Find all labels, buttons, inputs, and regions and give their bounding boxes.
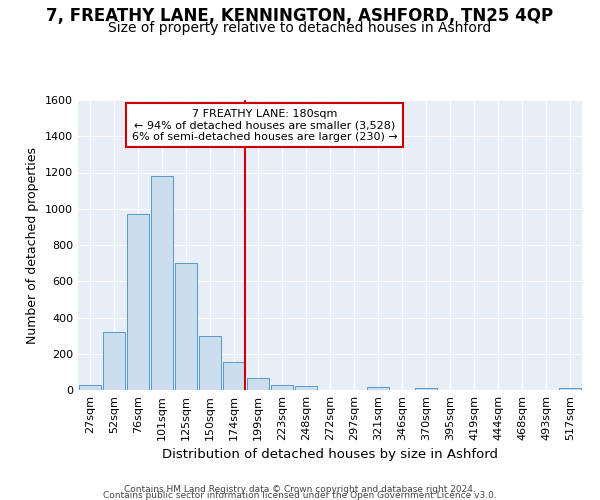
Text: Contains HM Land Registry data © Crown copyright and database right 2024.: Contains HM Land Registry data © Crown c…: [124, 485, 476, 494]
Bar: [367, 388, 389, 390]
Bar: [271, 384, 293, 390]
Bar: [127, 214, 149, 390]
Bar: [223, 362, 245, 390]
Text: 7 FREATHY LANE: 180sqm
← 94% of detached houses are smaller (3,528)
6% of semi-d: 7 FREATHY LANE: 180sqm ← 94% of detached…: [131, 108, 397, 142]
Bar: [175, 263, 197, 390]
Y-axis label: Number of detached properties: Number of detached properties: [26, 146, 40, 344]
Text: Size of property relative to detached houses in Ashford: Size of property relative to detached ho…: [109, 21, 491, 35]
Text: 7, FREATHY LANE, KENNINGTON, ASHFORD, TN25 4QP: 7, FREATHY LANE, KENNINGTON, ASHFORD, TN…: [46, 8, 554, 26]
Bar: [151, 176, 173, 390]
Bar: [103, 332, 125, 390]
X-axis label: Distribution of detached houses by size in Ashford: Distribution of detached houses by size …: [162, 448, 498, 462]
Bar: [295, 386, 317, 390]
Bar: [247, 378, 269, 390]
Bar: [415, 388, 437, 390]
Text: Contains public sector information licensed under the Open Government Licence v3: Contains public sector information licen…: [103, 491, 497, 500]
Bar: [559, 388, 581, 390]
Bar: [79, 384, 101, 390]
Bar: [199, 336, 221, 390]
